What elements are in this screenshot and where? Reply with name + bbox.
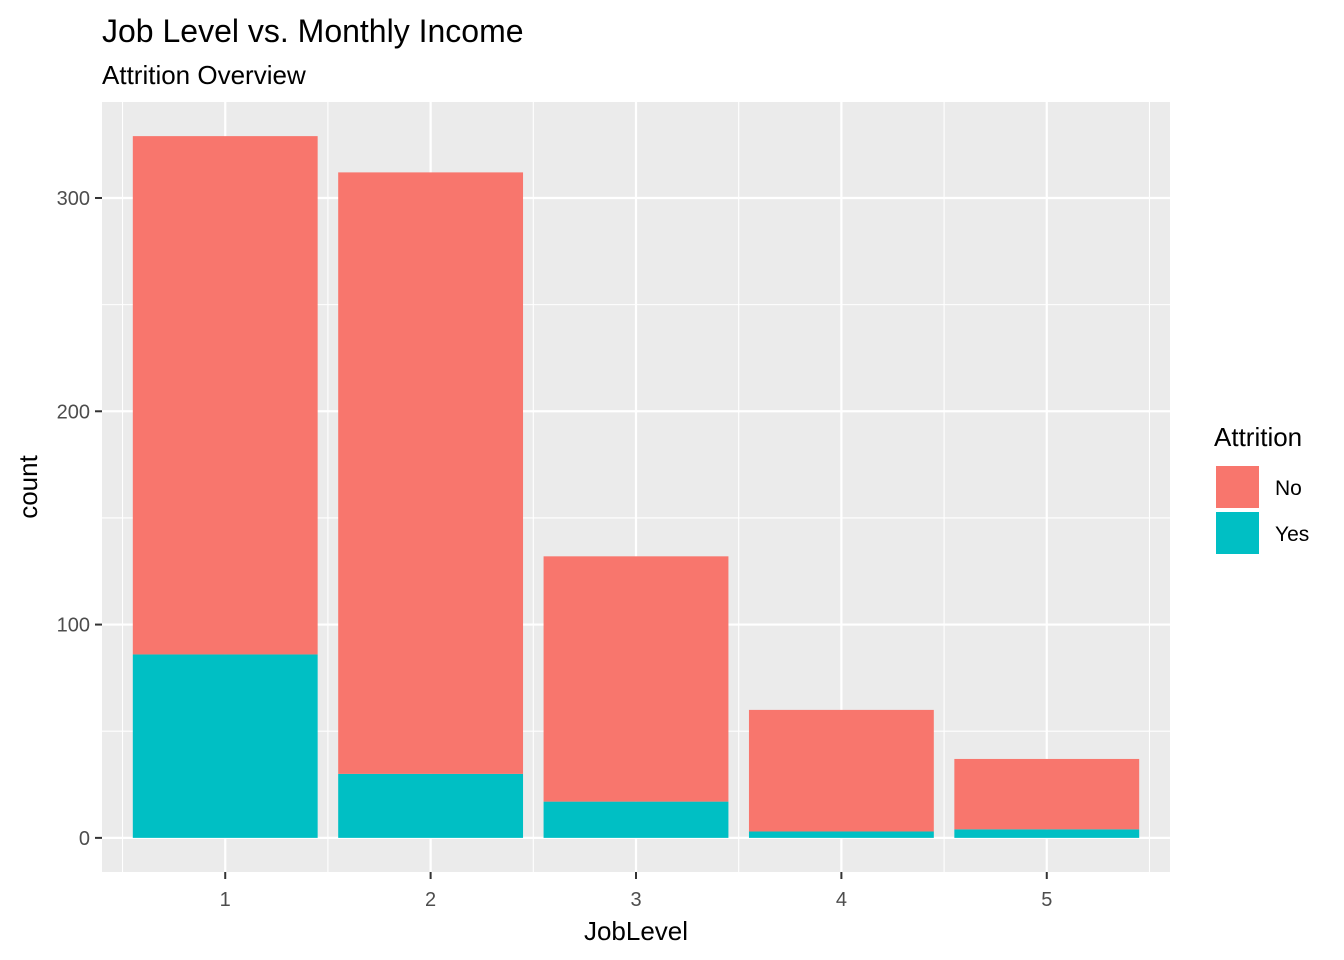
y-axis-title: count (13, 454, 43, 518)
legend-key-yes (1216, 512, 1259, 554)
legend-label-yes: Yes (1275, 523, 1309, 546)
chart-title: Job Level vs. Monthly Income (102, 13, 524, 49)
bar-no-1 (132, 136, 318, 655)
legend-label-no: No (1275, 477, 1302, 500)
bar-no-4 (748, 709, 934, 832)
legend: Attrition No Yes (1214, 422, 1309, 554)
bar-no-3 (543, 556, 729, 802)
bar-yes-4 (748, 831, 934, 838)
bar-yes-5 (954, 829, 1140, 838)
bar-no-2 (338, 172, 524, 774)
bars (132, 136, 1140, 838)
chart-subtitle: Attrition Overview (102, 60, 306, 90)
x-tick-label: 5 (1041, 889, 1052, 911)
y-tick-label: 200 (57, 401, 90, 423)
x-tick-label: 3 (630, 889, 641, 911)
bar-yes-2 (338, 773, 524, 838)
x-tick-label: 4 (836, 889, 847, 911)
x-tick-label: 2 (425, 889, 436, 911)
y-axis: 0 100 200 300 (57, 188, 102, 850)
y-tick-label: 300 (57, 188, 90, 210)
y-tick-label: 0 (79, 828, 90, 850)
bar-yes-1 (132, 654, 318, 838)
x-axis-title: JobLevel (584, 916, 688, 946)
bar-yes-3 (543, 801, 729, 838)
x-tick-label: 1 (220, 889, 231, 911)
legend-key-no (1216, 466, 1259, 508)
legend-title: Attrition (1214, 422, 1302, 452)
bar-no-5 (954, 758, 1140, 830)
y-tick-label: 100 (57, 615, 90, 637)
x-axis: 1 2 3 4 5 (220, 872, 1052, 911)
